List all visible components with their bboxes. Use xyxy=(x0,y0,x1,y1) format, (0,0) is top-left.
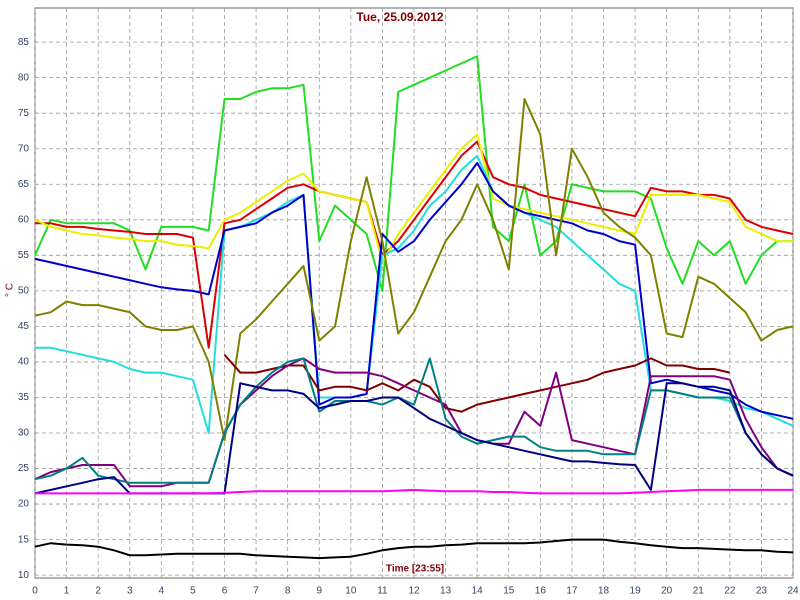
x-tick-label: 4 xyxy=(159,586,165,597)
series-line xyxy=(35,488,793,495)
x-tick-label: 23 xyxy=(756,586,768,597)
x-tick-label: 18 xyxy=(598,586,610,597)
y-tick-label: 10 xyxy=(18,570,30,581)
x-axis-label: Time [23:55] xyxy=(386,564,444,575)
x-tick-label: 0 xyxy=(32,586,38,597)
y-tick-label: 20 xyxy=(18,499,30,510)
series-line xyxy=(34,538,794,560)
x-tick-label: 21 xyxy=(693,586,705,597)
chart-title: Tue, 25.09.2012 xyxy=(356,10,443,24)
x-tick-label: 6 xyxy=(222,586,228,597)
x-tick-label: 14 xyxy=(472,586,484,597)
y-tick-label: 70 xyxy=(18,143,30,154)
x-tick-label: 3 xyxy=(127,586,133,597)
y-tick-label: 80 xyxy=(18,72,30,83)
y-tick-label: 85 xyxy=(18,37,30,48)
y-tick-label: 35 xyxy=(18,392,30,403)
series-line xyxy=(34,133,793,264)
x-tick-label: 13 xyxy=(440,586,452,597)
series-line xyxy=(34,161,794,420)
x-tick-label: 8 xyxy=(285,586,291,597)
series-line xyxy=(34,357,794,484)
series-line xyxy=(34,55,793,292)
x-tick-label: 20 xyxy=(661,586,673,597)
series-line xyxy=(34,357,794,488)
y-tick-label: 75 xyxy=(18,108,30,119)
x-tick-label: 1 xyxy=(64,586,70,597)
y-axis-label: ° C xyxy=(5,283,16,297)
y-tick-label: 30 xyxy=(18,428,30,439)
y-tick-label: 65 xyxy=(18,179,30,190)
y-tick-label: 25 xyxy=(18,463,30,474)
x-tick-label: 16 xyxy=(535,586,547,597)
x-tick-label: 17 xyxy=(566,586,578,597)
y-tick-label: 50 xyxy=(18,286,30,297)
x-tick-label: 5 xyxy=(190,586,196,597)
x-tick-label: 12 xyxy=(408,586,420,597)
x-tick-label: 7 xyxy=(253,586,259,597)
x-tick-label: 22 xyxy=(724,586,736,597)
y-tick-label: 60 xyxy=(18,214,30,225)
x-tick-label: 2 xyxy=(95,586,101,597)
y-tick-label: 45 xyxy=(18,321,30,332)
y-tick-label: 15 xyxy=(18,534,30,545)
series-line xyxy=(34,98,794,442)
x-tick-label: 19 xyxy=(630,586,642,597)
x-tick-label: 11 xyxy=(377,586,388,597)
x-tick-label: 10 xyxy=(345,586,357,597)
series-line xyxy=(35,140,794,349)
x-tick-label: 9 xyxy=(316,586,322,597)
x-tick-label: 15 xyxy=(503,586,515,597)
x-tick-label: 24 xyxy=(787,586,799,597)
y-tick-label: 40 xyxy=(18,357,30,368)
y-tick-label: 55 xyxy=(18,250,30,261)
